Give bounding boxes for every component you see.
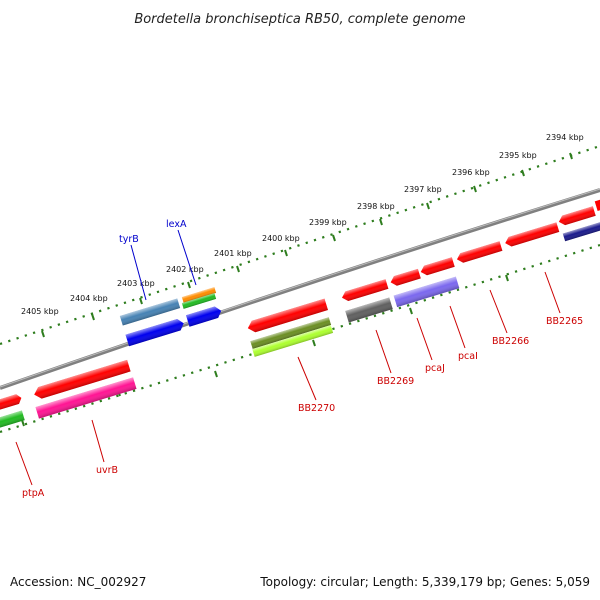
kbp-label: 2397 kbp — [404, 185, 442, 194]
kbp-label: 2398 kbp — [357, 202, 395, 211]
gene-BB2266-upper-feature[interactable] — [455, 241, 503, 264]
kbp-label: 2405 kbp — [21, 307, 59, 316]
gene-BB2270-lime-feature[interactable] — [252, 325, 334, 357]
gene-BB2269-upper-feature[interactable] — [341, 279, 389, 302]
gene-BB2265-navy-feature[interactable] — [562, 221, 600, 242]
gene-uvrB-magenta-feature[interactable] — [35, 377, 137, 419]
kbp-label: 2401 kbp — [214, 249, 252, 258]
ruler-labels: 2405 kbp 2404 kbp 2403 kbp 2402 kbp 2401… — [21, 133, 584, 316]
kbp-label: 2402 kbp — [166, 265, 204, 274]
kbp-label: 2396 kbp — [452, 168, 490, 177]
gene-label-BB2269[interactable]: BB2269 — [377, 376, 414, 387]
kbp-label: 2394 kbp — [546, 133, 584, 142]
gene-orange-feature[interactable] — [181, 287, 217, 303]
gene-label-lexA[interactable]: lexA — [166, 219, 187, 230]
gene-BB2269-gray-feature[interactable] — [345, 297, 393, 323]
gene-label-pcaI[interactable]: pcaI — [458, 351, 478, 362]
gene-pcaJ-upper-feature[interactable] — [389, 268, 421, 287]
gene-BB2270-olive-feature[interactable] — [250, 317, 332, 349]
gene-label-BB2266[interactable]: BB2266 — [492, 336, 529, 347]
gene-pcaJ-purple-feature[interactable] — [393, 276, 460, 308]
gene-BB2270-upper-feature[interactable] — [246, 298, 329, 334]
gene-label-uvrB[interactable]: uvrB — [96, 465, 118, 476]
kbp-label: 2395 kbp — [499, 151, 537, 160]
gene-lexA-blue-feature[interactable] — [185, 305, 223, 327]
kbp-label: 2399 kbp — [309, 218, 347, 227]
kbp-label: 2404 kbp — [70, 294, 108, 303]
kbp-label: 2403 kbp — [117, 279, 155, 288]
gene-uvrB-upper-feature[interactable] — [32, 359, 131, 400]
accession-text: Accession: NC_002927 — [10, 575, 146, 589]
reverse-genes — [0, 221, 600, 429]
gene-ptpA-green-feature[interactable] — [0, 410, 25, 429]
gene-labels: tyrB lexA ptpA uvrB BB2270 BB2269 pcaJ p… — [22, 219, 583, 499]
outer-ruler — [0, 144, 600, 346]
gene-BB2265-upper-feature[interactable] — [504, 222, 560, 248]
gene-label-pcaJ[interactable]: pcaJ — [425, 363, 445, 374]
gene-label-ptpA[interactable]: ptpA — [22, 488, 45, 499]
gene-edge-upper-feature[interactable] — [557, 206, 596, 226]
label-leader-lines — [15, 229, 561, 486]
gene-label-tyrB[interactable]: tyrB — [119, 234, 139, 245]
gene-label-BB2270[interactable]: BB2270 — [298, 403, 335, 414]
kbp-label: 2400 kbp — [262, 234, 300, 243]
gene-lexA-feature[interactable] — [181, 293, 217, 309]
gene-tyrB-blue-feature[interactable] — [125, 317, 186, 347]
map-title: Bordetella bronchiseptica RB50, complete… — [134, 12, 465, 27]
genome-summary-text: Topology: circular; Length: 5,339,179 bp… — [259, 575, 590, 589]
gene-tyrB-feature[interactable] — [119, 298, 181, 326]
genome-backbone — [0, 188, 600, 390]
gene-pcaI-upper-feature[interactable] — [419, 257, 455, 277]
forward-genes — [0, 199, 600, 411]
gene-ptpA-upper-feature[interactable] — [0, 393, 23, 411]
ruler-major-ticks — [21, 152, 573, 427]
gene-label-BB2265[interactable]: BB2265 — [546, 316, 583, 327]
